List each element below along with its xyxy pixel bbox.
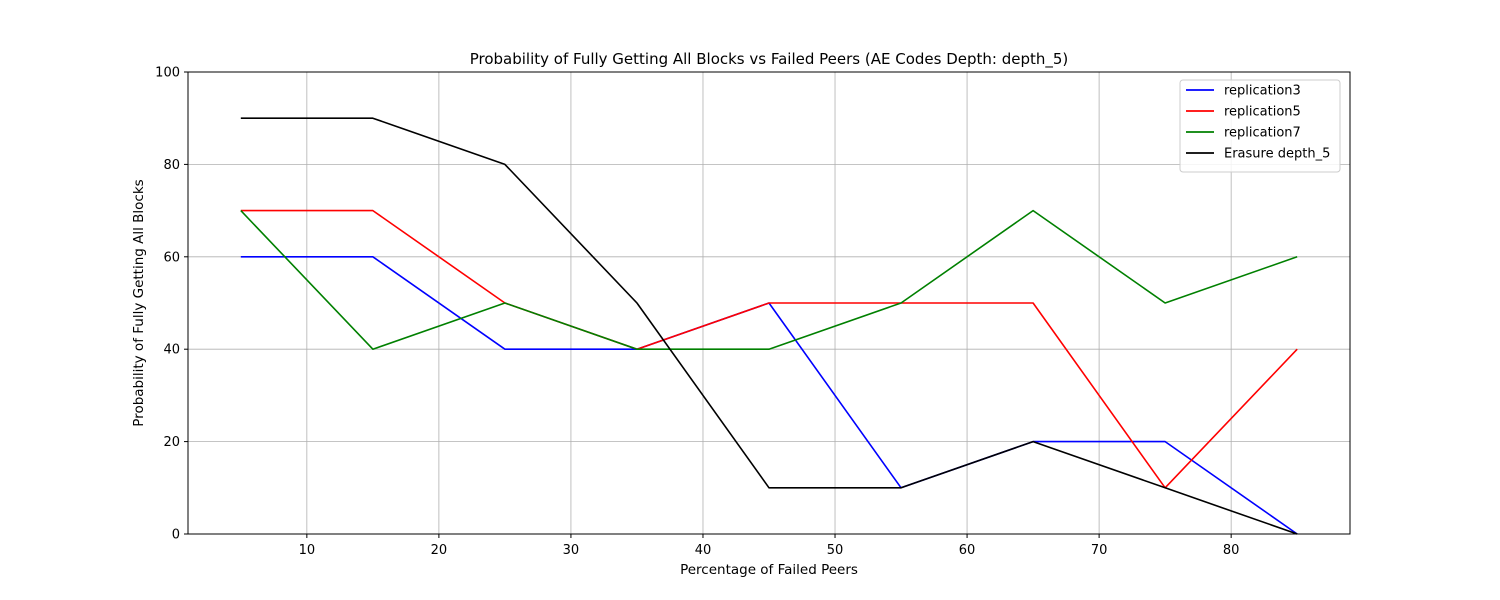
legend-label: replication3: [1224, 84, 1301, 99]
x-tick-label: 10: [299, 543, 316, 558]
y-tick-label: 100: [155, 66, 180, 81]
x-tick-label: 30: [563, 543, 580, 558]
series-line-replication5: [240, 209, 1298, 489]
series-line-erasure-depth-5: [240, 117, 1298, 535]
x-tick-label: 60: [959, 543, 976, 558]
chart-title: Probability of Fully Getting All Blocks …: [470, 50, 1069, 69]
x-tick-label: 40: [695, 543, 712, 558]
plot-frame: [187, 71, 1351, 535]
series-line-replication7: [240, 209, 1298, 351]
legend-label: Erasure depth_5: [1224, 147, 1330, 162]
y-axis-ticks: 0 20 40 60 80 100: [155, 66, 188, 543]
x-axis-label: Percentage of Failed Peers: [680, 562, 858, 578]
y-axis-label: Probability of Fully Getting All Blocks: [131, 179, 147, 426]
x-tick-label: 20: [431, 543, 448, 558]
x-axis-ticks: 10 20 30 40 50 60 70 80: [299, 534, 1240, 558]
x-tick-label: 80: [1223, 543, 1240, 558]
y-tick-label: 20: [163, 435, 180, 450]
legend-label: replication5: [1224, 105, 1301, 120]
x-tick-label: 70: [1091, 543, 1108, 558]
legend-box: [1179, 79, 1341, 173]
y-tick-label: 40: [163, 343, 180, 358]
x-tick-label: 50: [827, 543, 844, 558]
y-tick-label: 0: [172, 528, 180, 543]
legend: replication3 replication5 replication7 Eras…: [1179, 79, 1341, 173]
series-layer: [240, 117, 1298, 535]
legend-label: replication7: [1224, 126, 1301, 141]
y-tick-label: 80: [163, 158, 180, 173]
y-tick-label: 60: [163, 250, 180, 265]
